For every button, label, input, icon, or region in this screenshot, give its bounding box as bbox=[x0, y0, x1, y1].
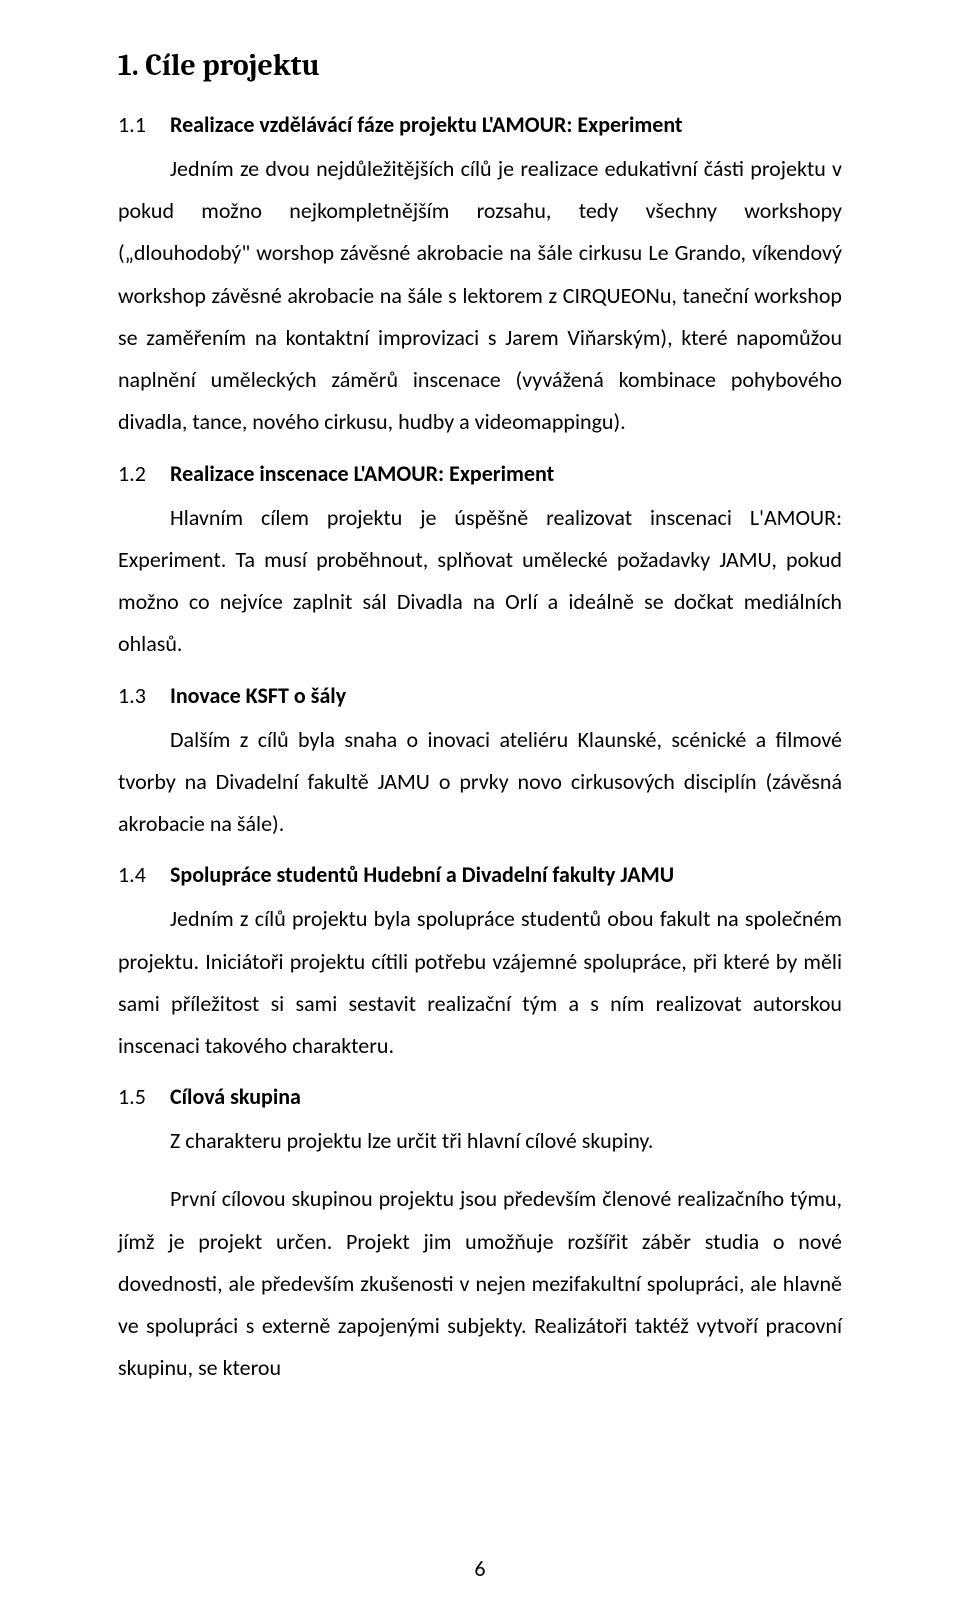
section-number: 1.3 bbox=[118, 682, 170, 709]
section-heading: 1.2 Realizace inscenace L'AMOUR: Experim… bbox=[118, 460, 842, 487]
section-title: Inovace KSFT o šály bbox=[170, 682, 346, 709]
paragraph-text: Z charakteru projektu lze určit tři hlav… bbox=[170, 1127, 653, 1154]
section-title: Realizace inscenace L'AMOUR: Experiment bbox=[170, 460, 554, 487]
section-heading: 1.3 Inovace KSFT o šály bbox=[118, 682, 842, 709]
page-number: 6 bbox=[0, 1555, 960, 1582]
section-number: 1.1 bbox=[118, 111, 170, 138]
paragraph: První cílovou skupinou projektu jsou pře… bbox=[118, 1178, 842, 1389]
document-page: 1. Cíle projektu 1.1 Realizace vzdělávác… bbox=[0, 0, 960, 1618]
paragraph: Z charakteru projektu lze určit tři hlav… bbox=[118, 1120, 842, 1162]
section-title: Spolupráce studentů Hudební a Divadelní … bbox=[170, 861, 674, 888]
section-heading: 1.1 Realizace vzdělávácí fáze projektu L… bbox=[118, 111, 842, 138]
paragraph: Jedním z cílů projektu byla spolupráce s… bbox=[118, 898, 842, 1067]
section-number: 1.4 bbox=[118, 861, 170, 888]
page-title: 1. Cíle projektu bbox=[118, 48, 842, 83]
section-title: Realizace vzdělávácí fáze projektu L'AMO… bbox=[170, 111, 683, 138]
section-heading: 1.5 Cílová skupina bbox=[118, 1083, 842, 1110]
section-number: 1.2 bbox=[118, 460, 170, 487]
paragraph: Hlavním cílem projektu je úspěšně realiz… bbox=[118, 497, 842, 666]
paragraph-text: Jedním ze dvou nejdůležitějších cílů je … bbox=[118, 155, 842, 435]
paragraph-text: Dalším z cílů byla snaha o inovaci ateli… bbox=[118, 726, 842, 837]
section-heading: 1.4 Spolupráce studentů Hudební a Divade… bbox=[118, 861, 842, 888]
section-title: Cílová skupina bbox=[170, 1083, 301, 1110]
section-number: 1.5 bbox=[118, 1083, 170, 1110]
paragraph: Dalším z cílů byla snaha o inovaci ateli… bbox=[118, 719, 842, 846]
paragraph-text: První cílovou skupinou projektu jsou pře… bbox=[118, 1185, 842, 1381]
paragraph-text: Jedním z cílů projektu byla spolupráce s… bbox=[118, 905, 842, 1059]
paragraph-text: Hlavním cílem projektu je úspěšně realiz… bbox=[118, 504, 842, 658]
paragraph: Jedním ze dvou nejdůležitějších cílů je … bbox=[118, 148, 842, 444]
